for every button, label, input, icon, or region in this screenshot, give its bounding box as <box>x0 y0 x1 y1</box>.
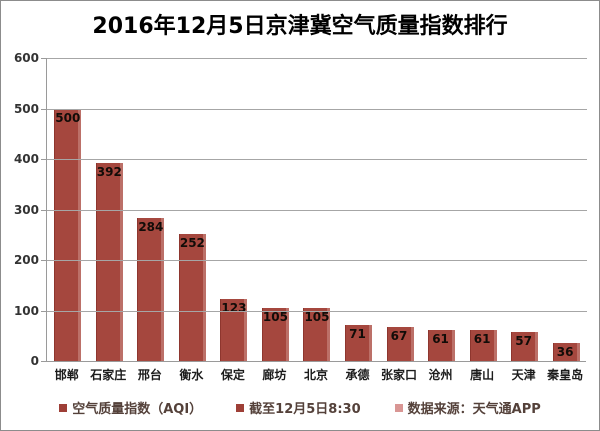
bar-slot: 252 <box>172 58 214 361</box>
legend: 空气质量指数（AQI） 截至12月5日8:30 数据来源：天气通APP <box>1 398 599 417</box>
bar-slot: 61 <box>421 58 463 361</box>
y-tick-mark <box>41 310 46 312</box>
legend-label: 截至12月5日8:30 <box>249 402 361 417</box>
x-axis-label: 沧州 <box>428 368 453 382</box>
gridline <box>47 108 587 110</box>
x-axis-label: 张家口 <box>381 368 418 382</box>
bar-value-label: 61 <box>473 332 491 347</box>
y-tick-mark <box>41 260 46 261</box>
y-tick-mark <box>41 58 46 59</box>
x-axis-labels: 邯郸 石家庄 邢台 衡水 保定 廊坊 北京 承德 张家口 沧州 唐山 天津 秦皇岛 <box>46 366 586 383</box>
y-tick-label: 0 <box>30 354 39 368</box>
x-axis-label: 邢台 <box>137 368 162 382</box>
bar-value-label: 252 <box>179 235 205 250</box>
bar-value-label: 392 <box>96 165 122 180</box>
bar-slot: 284 <box>130 58 172 361</box>
x-axis-label: 保定 <box>220 368 245 382</box>
legend-label: 空气质量指数（AQI） <box>72 402 203 417</box>
y-axis: 0 100 200 300 400 500 600 <box>1 1 41 430</box>
bar: 123 <box>220 298 248 361</box>
y-tick-label: 400 <box>13 152 39 166</box>
bar: 500 <box>54 108 82 361</box>
y-tick-mark <box>41 209 46 211</box>
bar-series: 500 392 284 252 123 105 105 71 67 61 61 57 36 <box>47 58 587 361</box>
bar-value-label: 105 <box>262 309 288 324</box>
bar-slot: 57 <box>504 58 546 361</box>
bar-slot: 105 <box>255 58 297 361</box>
x-axis-label: 石家庄 <box>90 368 127 382</box>
bar: 105 <box>303 307 331 361</box>
chart-title: 2016年12月5日京津冀空气质量指数排行 <box>92 14 508 39</box>
bar: 284 <box>137 217 165 361</box>
y-tick-mark <box>41 361 46 362</box>
x-axis-label: 承德 <box>345 368 370 382</box>
bar: 61 <box>428 330 456 361</box>
y-tick-label: 300 <box>13 202 39 217</box>
bar: 392 <box>95 163 123 361</box>
bar: 252 <box>178 233 206 361</box>
x-axis-label: 衡水 <box>179 368 204 382</box>
bar-slot: 67 <box>379 58 421 361</box>
bar-value-label: 67 <box>390 329 408 344</box>
bar-value-label: 123 <box>221 300 247 315</box>
bar-slot: 392 <box>89 58 131 361</box>
bar: 71 <box>344 325 372 361</box>
gridline <box>47 58 587 59</box>
bar: 67 <box>386 327 414 361</box>
legend-item: 数据来源：天气通APP <box>394 398 541 417</box>
y-tick-label: 500 <box>13 101 39 116</box>
gridline <box>47 310 587 312</box>
bar-slot: 500 <box>47 58 89 361</box>
legend-label: 数据来源：天气通APP <box>407 402 541 417</box>
bar-value-label: 36 <box>556 344 574 359</box>
x-axis-label: 唐山 <box>470 368 495 382</box>
bar-slot: 105 <box>296 58 338 361</box>
legend-marker-icon <box>59 403 68 412</box>
bar-value-label: 71 <box>349 327 366 342</box>
legend-item: 截至12月5日8:30 <box>236 398 361 417</box>
bar-slot: 71 <box>338 58 380 361</box>
gridline <box>47 209 587 211</box>
x-axis-label: 廊坊 <box>262 368 287 382</box>
bar-value-label: 500 <box>55 110 81 125</box>
bar-value-label: 61 <box>432 332 449 347</box>
x-axis-label: 邯郸 <box>54 368 79 382</box>
bar: 105 <box>261 307 289 361</box>
plot-area: 500 392 284 252 123 105 105 71 67 61 61 57 36 <box>41 58 587 362</box>
legend-item: 空气质量指数（AQI） <box>59 398 202 417</box>
y-tick-mark <box>41 159 46 160</box>
gridline <box>47 159 587 160</box>
y-tick-mark <box>41 108 46 110</box>
legend-marker-icon <box>394 403 403 412</box>
bar: 36 <box>552 342 580 361</box>
bar-value-label: 57 <box>515 334 532 349</box>
x-axis-line <box>46 361 586 362</box>
bar: 57 <box>511 332 539 361</box>
x-axis-label: 秦皇岛 <box>547 368 584 382</box>
gridline <box>47 260 587 261</box>
bar-slot: 36 <box>545 58 587 361</box>
bar-value-label: 105 <box>304 309 330 324</box>
x-axis-label: 天津 <box>511 368 536 382</box>
y-tick-label: 600 <box>13 51 39 65</box>
bar-slot: 61 <box>462 58 504 361</box>
x-axis-label: 北京 <box>303 368 328 382</box>
bar: 61 <box>469 330 497 361</box>
legend-marker-icon <box>236 403 245 412</box>
y-tick-label: 200 <box>13 253 39 267</box>
bar-value-label: 284 <box>138 219 164 234</box>
y-tick-label: 100 <box>13 303 39 318</box>
